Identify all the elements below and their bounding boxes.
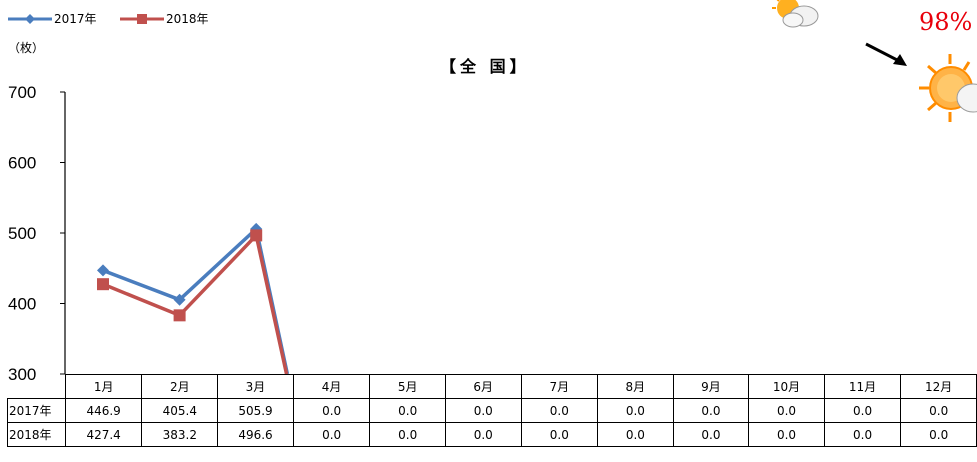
y-tick-label: 400 — [8, 295, 36, 314]
month-cell: 2月 — [141, 374, 219, 399]
value-cell: 0.0 — [823, 398, 902, 423]
value-cell: 0.0 — [672, 422, 750, 447]
value-cell: 0.0 — [444, 422, 522, 447]
row-label-2017: 2017年 — [7, 398, 66, 423]
legend-label-2017: 2017年 — [54, 12, 97, 26]
y-tick-label: 600 — [8, 154, 36, 173]
value-cell: 0.0 — [520, 398, 599, 423]
value-cell: 0.0 — [520, 422, 599, 447]
y-tick-label: 700 — [8, 83, 36, 102]
arrow-icon — [865, 42, 907, 66]
value-cell: 505.9 — [217, 398, 294, 423]
data-point-marker — [173, 293, 186, 306]
data-point-marker — [97, 278, 109, 291]
month-cell: 11月 — [823, 374, 902, 399]
table-corner — [7, 374, 66, 399]
data-point-marker — [173, 309, 186, 322]
month-cell: 10月 — [748, 374, 825, 399]
value-cell: 0.0 — [597, 422, 674, 447]
value-cell: 0.0 — [823, 422, 902, 447]
month-cell: 5月 — [369, 374, 446, 399]
value-cell: 427.4 — [64, 422, 143, 447]
value-cell: 0.0 — [900, 422, 977, 447]
month-cell: 7月 — [520, 374, 599, 399]
legend-label-2018: 2018年 — [166, 12, 209, 26]
month-cell: 1月 — [64, 374, 143, 399]
data-point-marker — [97, 264, 109, 277]
month-cell: 8月 — [597, 374, 674, 399]
value-cell: 446.9 — [64, 398, 143, 423]
series-lines — [97, 222, 290, 375]
data-point-marker — [250, 229, 263, 242]
month-cell: 9月 — [672, 374, 750, 399]
row-label-2018: 2018年 — [7, 422, 66, 447]
y-unit-label: （枚） — [8, 41, 45, 55]
table-row-months: 1月 2月 3月 4月 5月 6月 7月 8月 9月 10月 11月 12月 — [7, 374, 977, 399]
value-cell: 496.6 — [217, 422, 294, 447]
table-row-2018: 2018年 427.4 383.2 496.6 0.0 0.0 0.0 0.0 … — [7, 422, 977, 447]
legend-line-2018-icon — [120, 14, 164, 24]
percent-badge: 98% — [919, 8, 973, 36]
value-cell: 383.2 — [141, 422, 219, 447]
legend-line-2017-icon — [8, 14, 52, 24]
value-cell: 0.0 — [369, 422, 446, 447]
series-line-1 — [102, 233, 289, 375]
value-cell: 405.4 — [141, 398, 219, 423]
month-cell: 4月 — [292, 374, 371, 399]
value-cell: 0.0 — [597, 398, 674, 423]
value-cell: 0.0 — [900, 398, 977, 423]
sun-cloud-icon — [919, 54, 977, 122]
month-cell: 12月 — [900, 374, 977, 399]
value-cell: 0.0 — [444, 398, 522, 423]
chart-title: 【全 国】 — [440, 57, 530, 76]
month-cell: 3月 — [217, 374, 294, 399]
value-cell: 0.0 — [292, 398, 371, 423]
y-tick-label: 500 — [8, 224, 36, 243]
value-cell: 0.0 — [748, 422, 825, 447]
sun-cloud-icon — [772, 0, 819, 28]
data-table: 1月 2月 3月 4月 5月 6月 7月 8月 9月 10月 11月 12月 2… — [7, 374, 977, 447]
month-cell: 6月 — [444, 374, 522, 399]
value-cell: 0.0 — [672, 398, 750, 423]
value-cell: 0.0 — [748, 398, 825, 423]
value-cell: 0.0 — [369, 398, 446, 423]
table-row-2017: 2017年 446.9 405.4 505.9 0.0 0.0 0.0 0.0 … — [7, 398, 977, 423]
value-cell: 0.0 — [292, 422, 371, 447]
